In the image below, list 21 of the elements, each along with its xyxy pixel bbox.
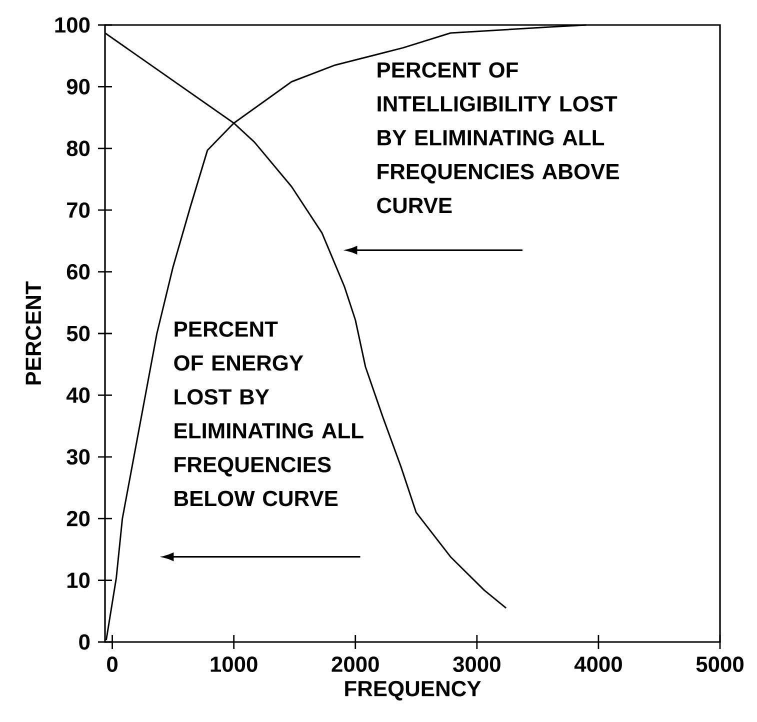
x-tick-label: 5000 — [696, 656, 744, 672]
x-tick-label: 3000 — [453, 656, 500, 672]
annotation: PERCENT OF ENERGY LOST BY ELIMINATING ALL FREQUENCIES BELOW CURVE — [174, 321, 364, 506]
x-tick-label: 4000 — [574, 656, 622, 672]
y-tick-label: 10 — [67, 572, 90, 588]
y-tick-label: 100 — [55, 17, 90, 33]
y-tick-label: 0 — [79, 634, 90, 650]
x-tick-label: 2000 — [332, 656, 379, 672]
y-tick-label: 60 — [66, 264, 90, 280]
y-tick-label: 40 — [66, 387, 90, 403]
y-tick-label: 90 — [66, 78, 90, 94]
y-axis-title: PERCENT — [26, 281, 42, 384]
y-tick-label: 20 — [66, 510, 90, 526]
annotation: PERCENT OF INTELLIGIBILITY LOST BY ELIMINATING ALL FREQUENCIES ABOVE CURVE — [377, 62, 619, 214]
y-tick-label: 50 — [66, 326, 90, 342]
y-tick-label: 30 — [66, 449, 90, 465]
y-tick-label: 80 — [66, 140, 90, 156]
y-tick-label: 70 — [67, 202, 90, 218]
x-tick-label: 0 — [107, 656, 118, 672]
x-axis-title: FREQUENCY — [345, 680, 481, 700]
x-tick-label: 1000 — [210, 656, 258, 672]
